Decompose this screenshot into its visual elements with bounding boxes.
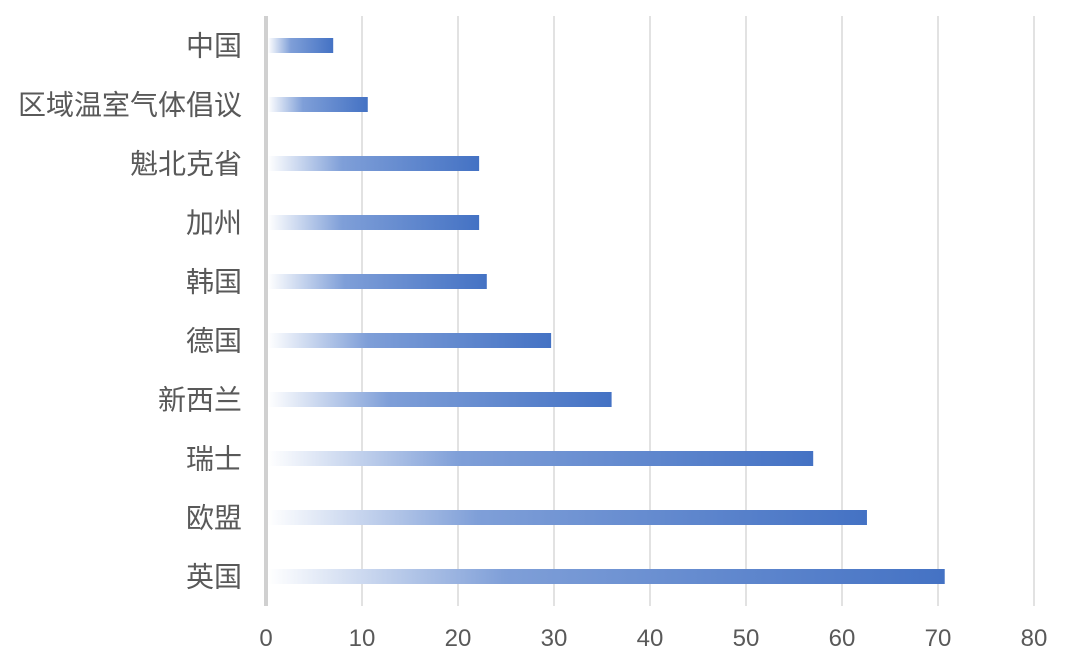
x-tick-label: 80: [1021, 625, 1048, 652]
category-label: 新西兰: [158, 384, 242, 417]
category-label: 魁北克省: [130, 148, 242, 181]
bar: [268, 274, 487, 289]
bar: [268, 451, 814, 466]
category-label: 英国: [186, 561, 242, 594]
category-label: 欧盟: [186, 502, 242, 535]
x-tick-label: 50: [733, 625, 760, 652]
category-label: 瑞士: [186, 443, 242, 476]
x-tick-label: 70: [925, 625, 952, 652]
category-label: 中国: [186, 30, 242, 63]
category-label: 区域温室气体倡议: [18, 89, 242, 122]
x-tick-label: 60: [829, 625, 856, 652]
bar: [268, 392, 612, 407]
bar: [268, 333, 552, 348]
x-tick-label: 10: [349, 625, 376, 652]
category-label: 德国: [186, 325, 242, 358]
gridlines: [361, 16, 1035, 606]
bars: [268, 38, 945, 584]
bar: [268, 215, 480, 230]
x-tick-labels: 0 10 20 30 40 50 60 70 80: [259, 625, 1047, 652]
bar: [268, 510, 867, 525]
category-label: 韩国: [186, 266, 242, 299]
x-tick-label: 20: [445, 625, 472, 652]
x-tick-label: 0: [259, 625, 272, 652]
x-tick-label: 40: [637, 625, 664, 652]
x-tick-label: 30: [541, 625, 568, 652]
bar: [268, 569, 945, 584]
bar: [268, 156, 480, 171]
bar: [268, 38, 334, 53]
category-label: 加州: [186, 207, 242, 240]
bar: [268, 97, 368, 112]
